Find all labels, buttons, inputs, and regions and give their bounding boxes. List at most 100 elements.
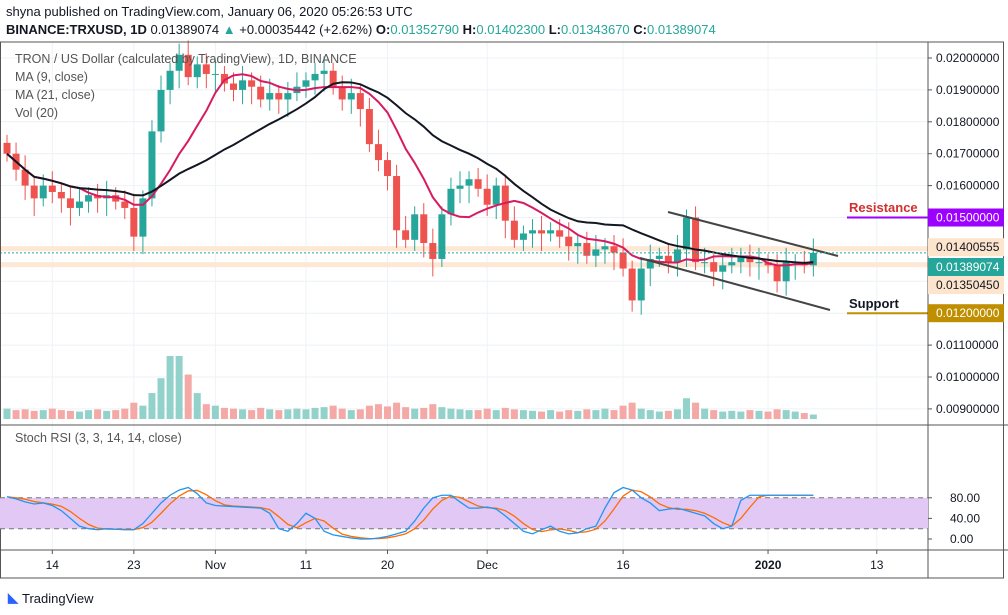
price-label-hi_band: 0.01400555	[936, 240, 1000, 254]
candle-body	[683, 217, 690, 250]
candle-body	[130, 207, 138, 237]
volume-bar	[429, 404, 437, 419]
volume-bar	[211, 405, 219, 419]
volume-bar	[220, 407, 228, 419]
candle-body	[139, 198, 147, 237]
candle-body	[338, 86, 346, 100]
candle-body	[628, 268, 636, 301]
rsi-band	[0, 497, 928, 529]
candle-body	[610, 246, 618, 253]
candle-body	[66, 198, 74, 208]
logo-icon: ◣	[8, 590, 18, 605]
candle-body	[411, 214, 419, 240]
volume-bar	[737, 411, 745, 419]
candle-body	[257, 86, 265, 100]
ma21-line	[6, 81, 814, 264]
symbol: BINANCE:TRXUSD, 1D	[6, 22, 147, 37]
open-label: O:	[375, 22, 391, 37]
candle-body	[420, 214, 428, 244]
price-label-bg-hi_band	[928, 238, 1004, 257]
candle-body	[239, 80, 247, 90]
volume-bar	[402, 407, 410, 419]
close-value: 0.01389074	[647, 22, 716, 37]
candle-body	[583, 243, 591, 256]
volume-bar	[293, 408, 301, 419]
time-tick-label: Nov	[205, 558, 226, 572]
legend-ma21: MA (21, close)	[15, 88, 95, 102]
price-tick-label: 0.01100000	[936, 338, 999, 352]
volume-bar	[800, 413, 808, 419]
candle-body	[48, 185, 56, 192]
volume-bar	[791, 411, 799, 419]
time-tick-label: 16	[616, 558, 630, 572]
price-band-high	[0, 246, 928, 252]
candle-body	[329, 70, 337, 87]
volume-bar	[809, 414, 817, 419]
volume-bar	[275, 410, 283, 419]
high-value: 0.01402300	[476, 22, 546, 37]
volume-bar	[266, 409, 274, 419]
volume-bar	[39, 410, 47, 419]
last-price: 0.01389074	[150, 22, 220, 37]
candle-body	[220, 73, 228, 84]
candle-body	[121, 201, 129, 208]
volume-bar	[601, 408, 609, 419]
price-tick-label: 0.01800000	[936, 115, 1000, 129]
volume-bar	[492, 410, 500, 419]
candle-body	[538, 230, 546, 234]
candle-body	[148, 131, 156, 199]
candle-body	[211, 73, 219, 75]
volume-bar	[66, 410, 74, 419]
stoch-k-line	[6, 486, 814, 540]
candle-body	[592, 249, 600, 256]
volume-bar	[3, 408, 11, 419]
candle-body	[710, 262, 718, 272]
volume-bar	[773, 409, 781, 419]
volume-bar	[755, 410, 763, 419]
candle-body	[57, 191, 65, 199]
candle-body	[402, 230, 410, 240]
volume-bar	[248, 410, 256, 419]
candle-body	[347, 93, 355, 100]
close-label: C:	[633, 22, 648, 37]
volume-bar	[556, 411, 564, 419]
volume-bar	[764, 411, 772, 419]
candle-body	[75, 201, 83, 208]
candle-body	[556, 230, 564, 237]
volume-bar	[365, 405, 373, 419]
candle-body	[248, 80, 256, 87]
volume-bar	[655, 411, 663, 419]
volume-bar	[202, 404, 210, 419]
price-label-lo_band: 0.01350450	[936, 278, 1000, 292]
trendline-upper	[667, 211, 839, 257]
candle-body	[664, 255, 672, 263]
candle-body	[166, 70, 174, 90]
candle-body	[311, 73, 319, 81]
tradingview-logo[interactable]: ◣ TradingView	[8, 590, 94, 606]
volume-bar	[683, 398, 690, 419]
volume-bar	[619, 405, 627, 419]
volume-bar	[411, 408, 419, 419]
price-tick-label: 0.01000000	[936, 370, 1000, 384]
candle-body	[574, 243, 582, 247]
candle-body	[719, 265, 727, 272]
volume-bar	[130, 402, 138, 419]
volume-bar	[528, 410, 536, 419]
candle-body	[755, 262, 763, 264]
volume-bar	[284, 409, 292, 419]
volume-bar	[583, 409, 591, 419]
volume-bar	[329, 405, 337, 419]
candle-body	[809, 252, 817, 266]
volume-bar	[673, 409, 681, 419]
time-tick-label: 23	[127, 558, 141, 572]
volume-bar	[30, 410, 38, 419]
rsi-tick-label: 80.00	[950, 491, 980, 505]
volume-bar	[710, 410, 718, 419]
price-label-bg-support	[928, 304, 1004, 323]
candle-body	[266, 93, 274, 100]
volume-bar	[148, 393, 156, 419]
candle-body	[374, 144, 382, 161]
time-tick-label: Dec	[477, 558, 498, 572]
candle-body	[619, 252, 627, 269]
